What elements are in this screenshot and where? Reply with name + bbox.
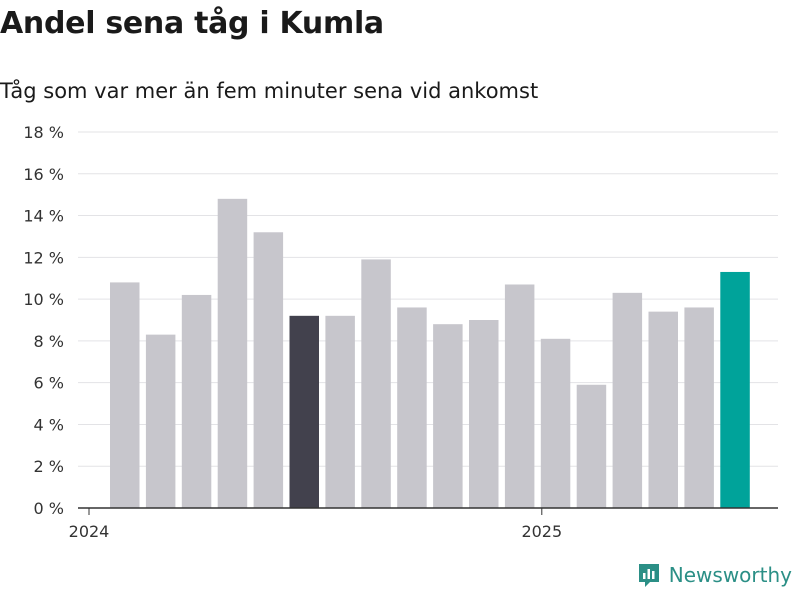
bar <box>181 294 212 508</box>
bar <box>720 271 750 508</box>
bar <box>684 307 714 508</box>
x-tick-label: 2025 <box>521 522 562 541</box>
y-tick-label: 4 % <box>34 415 64 434</box>
bar <box>504 284 535 508</box>
bar <box>289 315 319 508</box>
bar <box>145 334 176 508</box>
y-tick-label: 12 % <box>23 248 64 267</box>
y-tick-label: 2 % <box>34 457 64 476</box>
y-tick-label: 0 % <box>34 499 64 518</box>
x-tick-label: 2024 <box>69 522 110 541</box>
chart-title: Andel sena tåg i Kumla <box>0 6 384 41</box>
bar <box>469 320 499 508</box>
bar <box>433 324 463 508</box>
bar <box>325 315 355 508</box>
bar <box>397 307 427 508</box>
y-tick-label: 16 % <box>23 165 64 184</box>
bar <box>576 384 607 508</box>
bar <box>217 198 248 508</box>
y-tick-label: 10 % <box>23 290 64 309</box>
y-tick-label: 6 % <box>34 374 64 393</box>
chart-subtitle: Tåg som var mer än fem minuter sena vid … <box>0 79 539 103</box>
y-tick-label: 14 % <box>23 207 64 226</box>
bar <box>540 338 571 508</box>
bar <box>612 292 643 508</box>
bar <box>361 259 391 508</box>
y-tick-label: 8 % <box>34 332 64 351</box>
newsworthy-icon <box>638 564 659 587</box>
brand-logo: Newsworthy <box>637 562 792 588</box>
brand-name: Newsworthy <box>668 563 792 587</box>
y-tick-label: 18 % <box>23 123 64 142</box>
bar <box>110 282 140 508</box>
bar <box>648 311 678 508</box>
bar <box>253 232 284 508</box>
